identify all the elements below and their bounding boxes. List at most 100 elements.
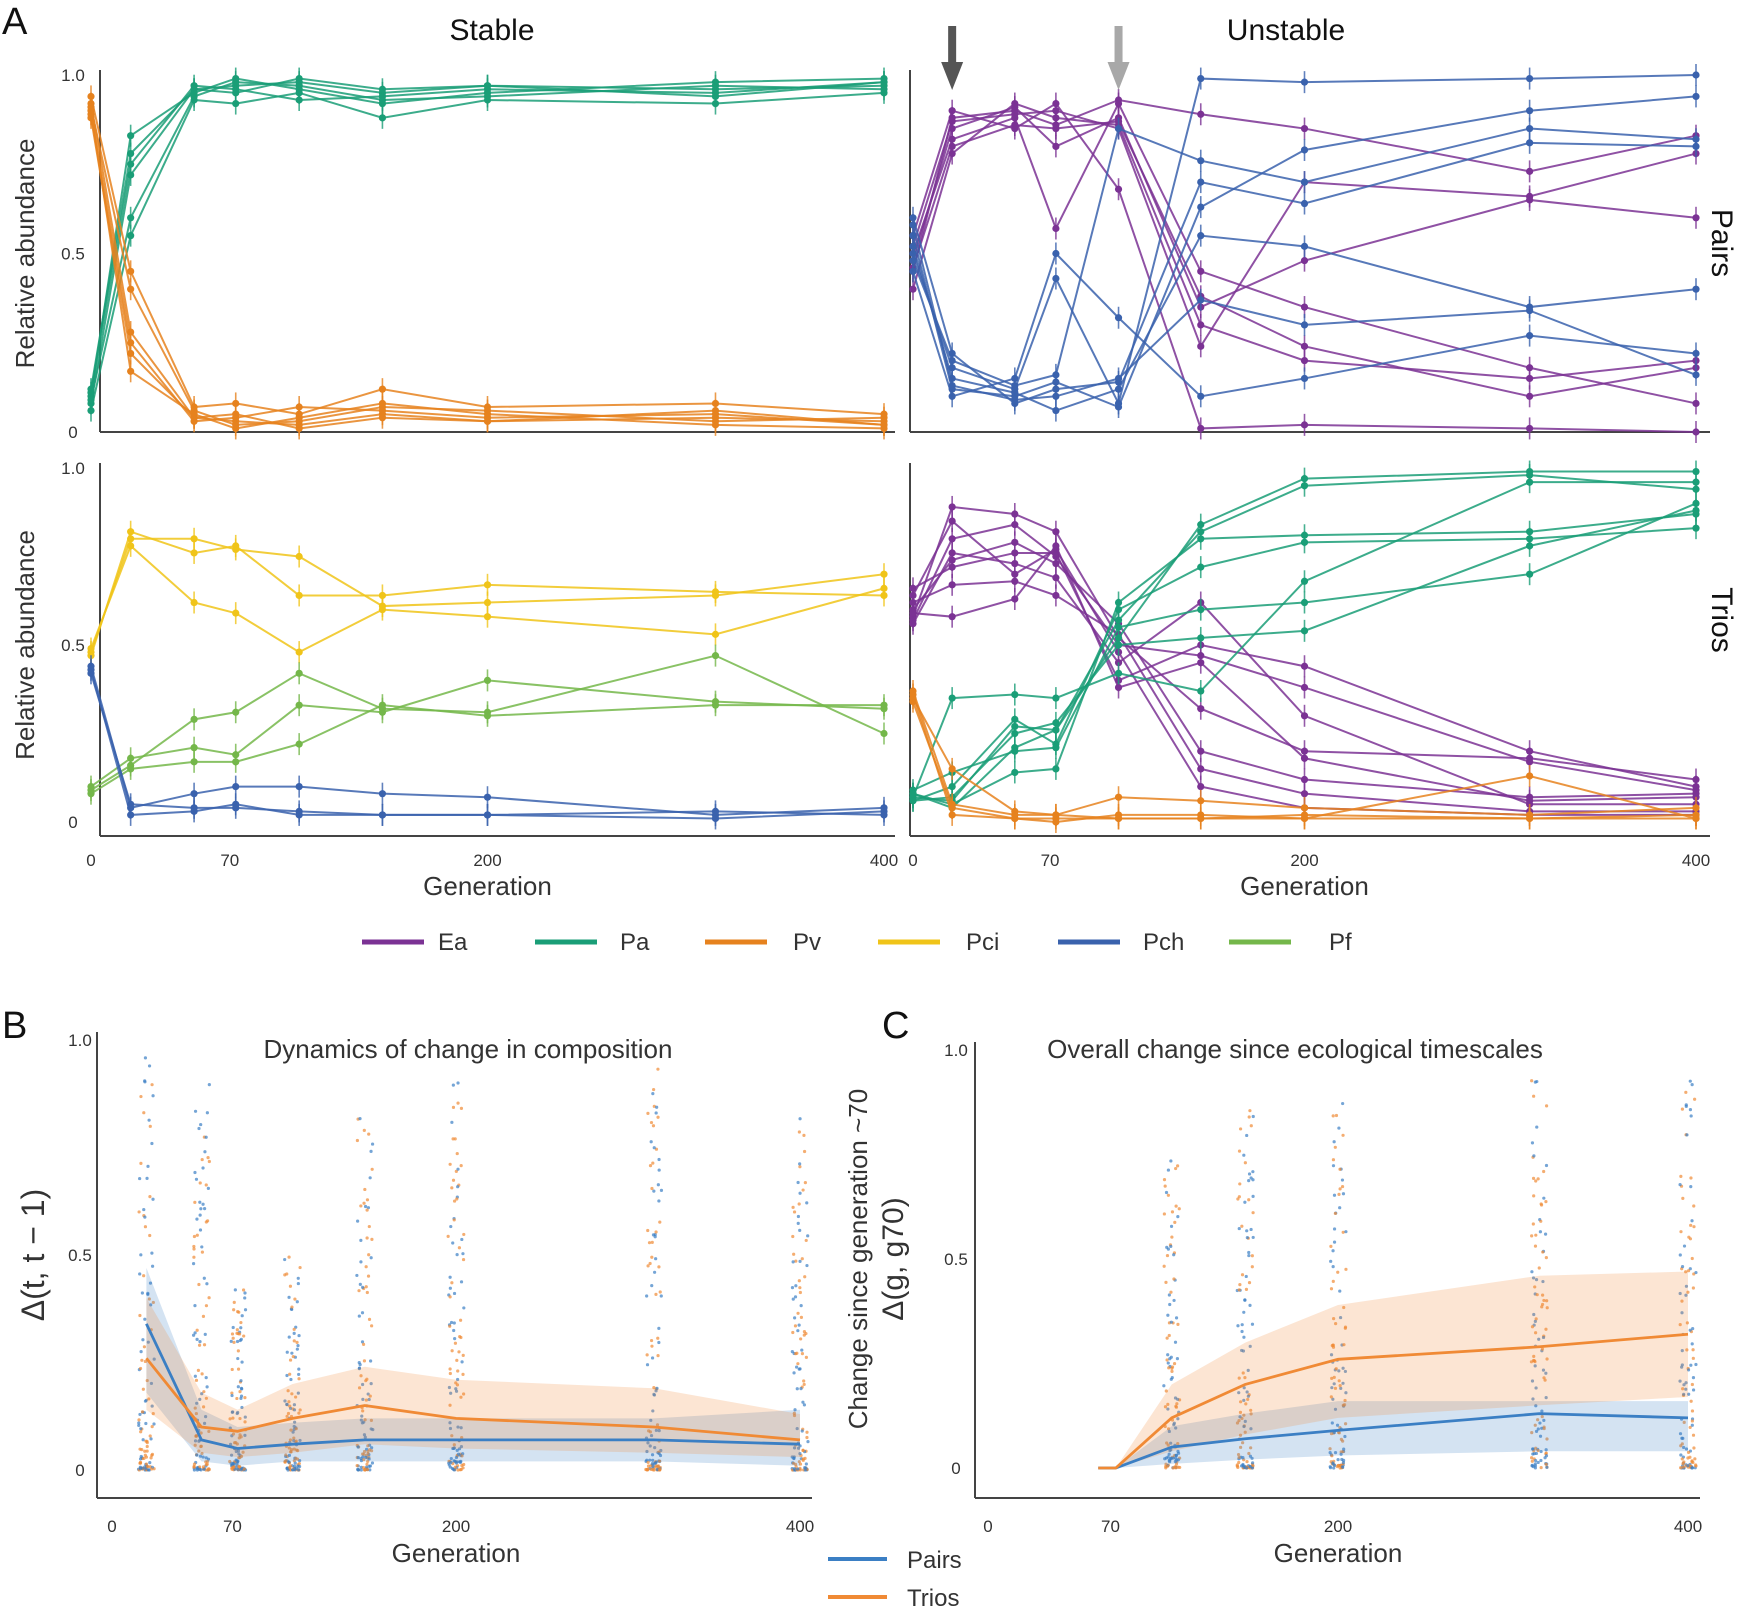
jitter-point — [146, 1465, 150, 1469]
jitter-point — [192, 1234, 197, 1239]
data-point — [1692, 349, 1700, 358]
data-point — [909, 221, 917, 229]
jitter-point — [459, 1318, 463, 1322]
jitter-point — [1236, 1452, 1241, 1457]
jitter-point — [796, 1311, 800, 1315]
jitter-point — [448, 1162, 452, 1166]
jitter-point — [1249, 1412, 1253, 1416]
jitter-point — [236, 1449, 241, 1453]
jitter-point — [1333, 1211, 1337, 1216]
data-point — [127, 542, 135, 550]
jitter-point — [359, 1374, 363, 1378]
data-point — [711, 406, 720, 415]
data-point — [1526, 374, 1534, 383]
jitter-point — [357, 1468, 361, 1472]
data-point — [1052, 274, 1060, 283]
jitter-point — [355, 1138, 359, 1143]
jitter-point — [298, 1265, 302, 1270]
jitter-point — [802, 1149, 807, 1154]
y-tick-label: 0.5 — [944, 1250, 968, 1269]
jitter-point — [367, 1397, 371, 1402]
jitter-point — [797, 1279, 801, 1283]
data-point — [1011, 690, 1019, 699]
jitter-point — [290, 1351, 294, 1355]
jitter-point — [192, 1247, 196, 1251]
data-point — [1052, 542, 1060, 550]
jitter-point — [1243, 1376, 1247, 1380]
data-point — [1197, 74, 1205, 83]
jitter-point — [1343, 1422, 1348, 1426]
jitter-point — [140, 1448, 144, 1452]
jitter-point — [1165, 1336, 1169, 1340]
jitter-point — [1344, 1267, 1348, 1271]
data-point — [87, 644, 95, 653]
jitter-point — [790, 1286, 795, 1290]
jitter-point — [143, 1359, 147, 1364]
data-point — [1011, 715, 1019, 723]
jitter-point — [365, 1290, 369, 1295]
jitter-point — [1343, 1369, 1348, 1374]
jitter-point — [1544, 1200, 1548, 1204]
data-point — [87, 790, 95, 798]
jitter-point — [1174, 1204, 1178, 1208]
jitter-point — [1534, 1404, 1538, 1408]
jitter-point — [1175, 1402, 1179, 1406]
jitter-point — [1170, 1235, 1174, 1239]
jitter-point — [646, 1111, 650, 1115]
jitter-point — [1684, 1293, 1688, 1297]
data-point — [909, 609, 917, 617]
jitter-point — [1684, 1381, 1688, 1385]
data-point — [1011, 396, 1019, 404]
jitter-point — [1541, 1335, 1546, 1340]
data-point — [1052, 818, 1060, 826]
data-point — [1300, 199, 1309, 208]
jitter-point — [1680, 1349, 1684, 1353]
jitter-point — [461, 1252, 465, 1256]
jitter-point — [234, 1465, 238, 1469]
jitter-point — [455, 1197, 459, 1201]
jitter-point — [207, 1429, 211, 1434]
data-point — [711, 807, 720, 815]
jitter-point — [151, 1094, 155, 1098]
jitter-point — [1340, 1184, 1345, 1189]
jitter-point — [149, 1437, 153, 1441]
jitter-point — [1694, 1270, 1698, 1275]
jitter-point — [285, 1350, 289, 1354]
series-line-pa — [90, 81, 885, 401]
jitter-point — [454, 1389, 459, 1393]
jitter-point — [295, 1300, 299, 1304]
jitter-point — [461, 1466, 465, 1470]
jitter-point — [799, 1387, 803, 1391]
jitter-point — [798, 1162, 802, 1166]
jitter-point — [451, 1105, 456, 1109]
jitter-point — [195, 1401, 199, 1405]
jitter-point — [193, 1374, 197, 1378]
jitter-point — [1242, 1310, 1246, 1314]
jitter-point — [1338, 1383, 1342, 1388]
jitter-point — [798, 1452, 802, 1456]
jitter-point — [1338, 1289, 1342, 1293]
jitter-point — [230, 1332, 235, 1336]
jitter-point — [1544, 1327, 1548, 1331]
jitter-point — [1685, 1321, 1689, 1325]
jitter-point — [193, 1443, 197, 1447]
jitter-point — [1332, 1382, 1336, 1386]
data-point — [1197, 392, 1205, 400]
jitter-point — [198, 1213, 202, 1217]
jitter-point — [448, 1421, 452, 1425]
jitter-point — [1533, 1423, 1537, 1427]
jitter-point — [1331, 1461, 1335, 1465]
jitter-point — [1534, 1179, 1538, 1183]
jitter-point — [291, 1355, 295, 1359]
legend-label-pa: Pa — [620, 929, 650, 956]
jitter-point — [797, 1367, 801, 1371]
data-point — [948, 549, 956, 557]
jitter-point — [147, 1397, 151, 1401]
jitter-point — [1332, 1466, 1336, 1470]
data-point — [880, 570, 888, 578]
jitter-point — [290, 1307, 294, 1312]
data-point — [1011, 595, 1019, 603]
jitter-point — [1682, 1420, 1686, 1425]
jitter-point — [448, 1367, 452, 1371]
jitter-point — [452, 1291, 457, 1296]
